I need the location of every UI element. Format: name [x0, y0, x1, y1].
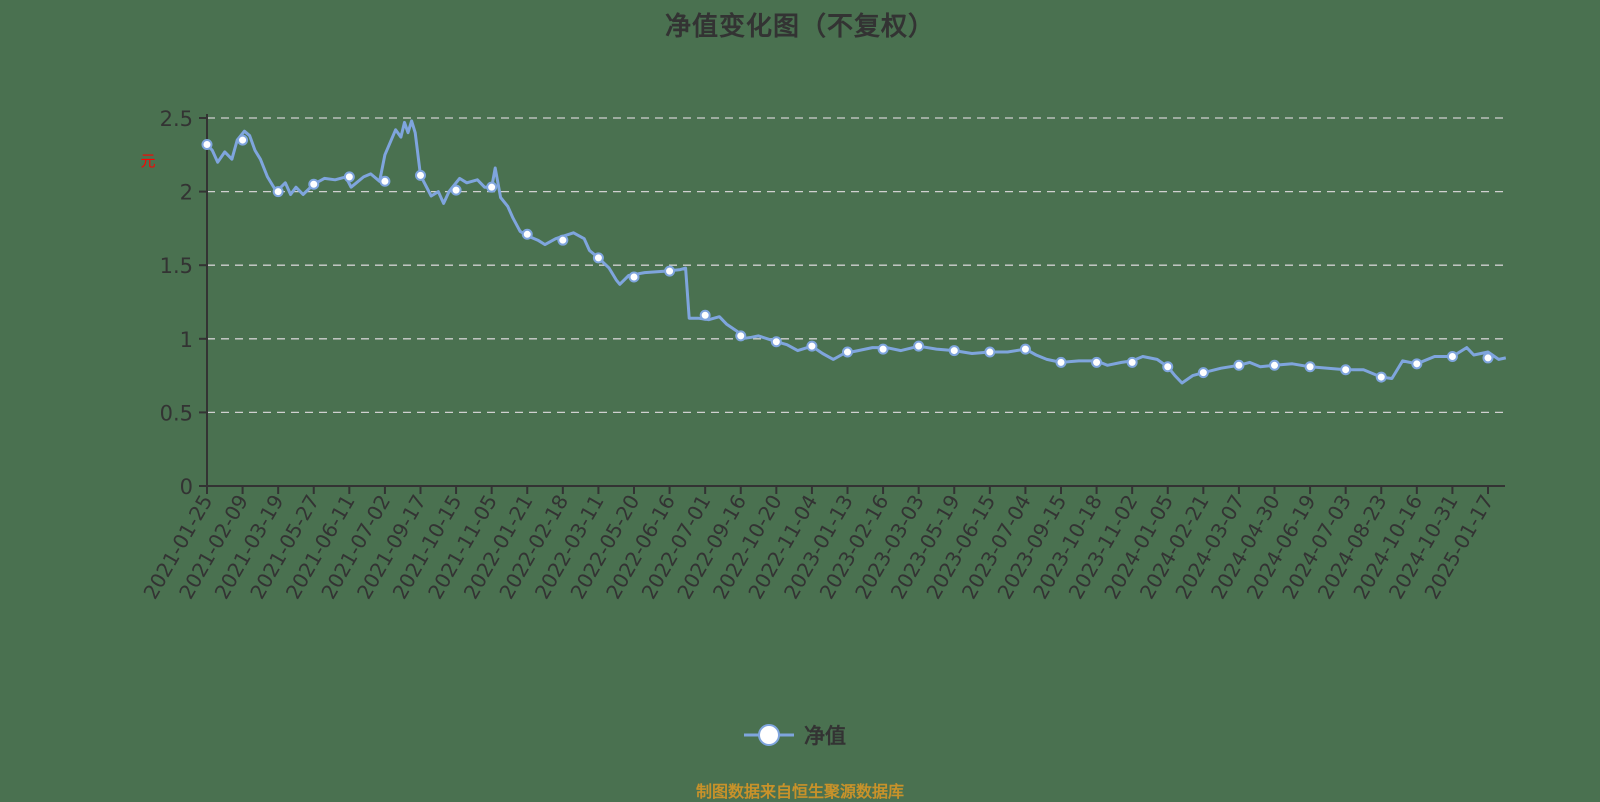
data-point-marker[interactable] [486, 181, 498, 193]
data-point-marker[interactable] [450, 184, 462, 196]
data-point-marker[interactable] [1233, 359, 1245, 371]
data-point-marker[interactable] [770, 336, 782, 348]
y-axis-unit-label: 元 [140, 152, 155, 170]
data-point-marker[interactable] [1375, 371, 1387, 383]
data-point-marker[interactable] [877, 343, 889, 355]
data-point-marker[interactable] [628, 271, 640, 283]
y-tick-label: 0 [180, 475, 193, 499]
data-point-marker[interactable] [201, 138, 213, 150]
y-tick-label: 1.5 [160, 254, 193, 278]
chart-title: 净值变化图（不复权） [664, 12, 935, 42]
x-axis: 2021-01-252021-02-092021-03-192021-05-27… [138, 485, 1505, 603]
data-point-marker[interactable] [1091, 356, 1103, 368]
y-tick-label: 1 [180, 328, 193, 352]
data-point-marker[interactable] [343, 171, 355, 183]
data-point-marker[interactable] [1304, 361, 1316, 373]
data-point-marker[interactable] [1197, 367, 1209, 379]
grid-lines [207, 117, 1505, 414]
legend[interactable]: 净值 [744, 720, 846, 750]
data-point-marker[interactable] [984, 346, 996, 358]
data-point-marker[interactable] [699, 309, 711, 321]
data-point-marker[interactable] [1126, 356, 1138, 368]
data-point-marker[interactable] [806, 340, 818, 352]
legend-label: 净值 [804, 724, 846, 748]
data-point-marker[interactable] [664, 265, 676, 277]
data-point-marker[interactable] [308, 178, 320, 190]
data-point-marker[interactable] [913, 340, 925, 352]
y-axis: 0 0.5 1 1.5 2 2.5 [160, 107, 208, 499]
data-point-marker[interactable] [592, 252, 604, 264]
data-point-marker[interactable] [1340, 364, 1352, 376]
y-tick-label: 2.5 [160, 107, 193, 131]
y-tick-label: 2 [180, 181, 193, 205]
data-point-marker[interactable] [1446, 350, 1458, 362]
data-point-marker[interactable] [237, 134, 249, 146]
data-point-marker[interactable] [415, 169, 426, 181]
nav-series-line [205, 119, 1507, 385]
data-point-marker[interactable] [521, 228, 533, 240]
data-source-note: 制图数据来自恒生聚源数据库 [695, 782, 904, 801]
data-point-marker[interactable] [1269, 359, 1280, 371]
data-point-marker[interactable] [1019, 343, 1031, 355]
data-point-marker[interactable] [735, 330, 747, 342]
data-point-marker[interactable] [1482, 352, 1494, 364]
y-tick-label: 0.5 [160, 401, 193, 425]
data-point-marker[interactable] [1162, 361, 1174, 373]
legend-marker-icon [744, 724, 794, 746]
data-point-marker[interactable] [948, 345, 960, 357]
data-point-marker[interactable] [842, 346, 853, 358]
data-point-marker[interactable] [1055, 356, 1067, 368]
series-markers [201, 134, 1494, 383]
data-point-marker[interactable] [272, 186, 284, 198]
data-point-marker[interactable] [379, 175, 391, 187]
data-point-marker[interactable] [557, 234, 569, 246]
data-point-marker[interactable] [1411, 358, 1423, 370]
